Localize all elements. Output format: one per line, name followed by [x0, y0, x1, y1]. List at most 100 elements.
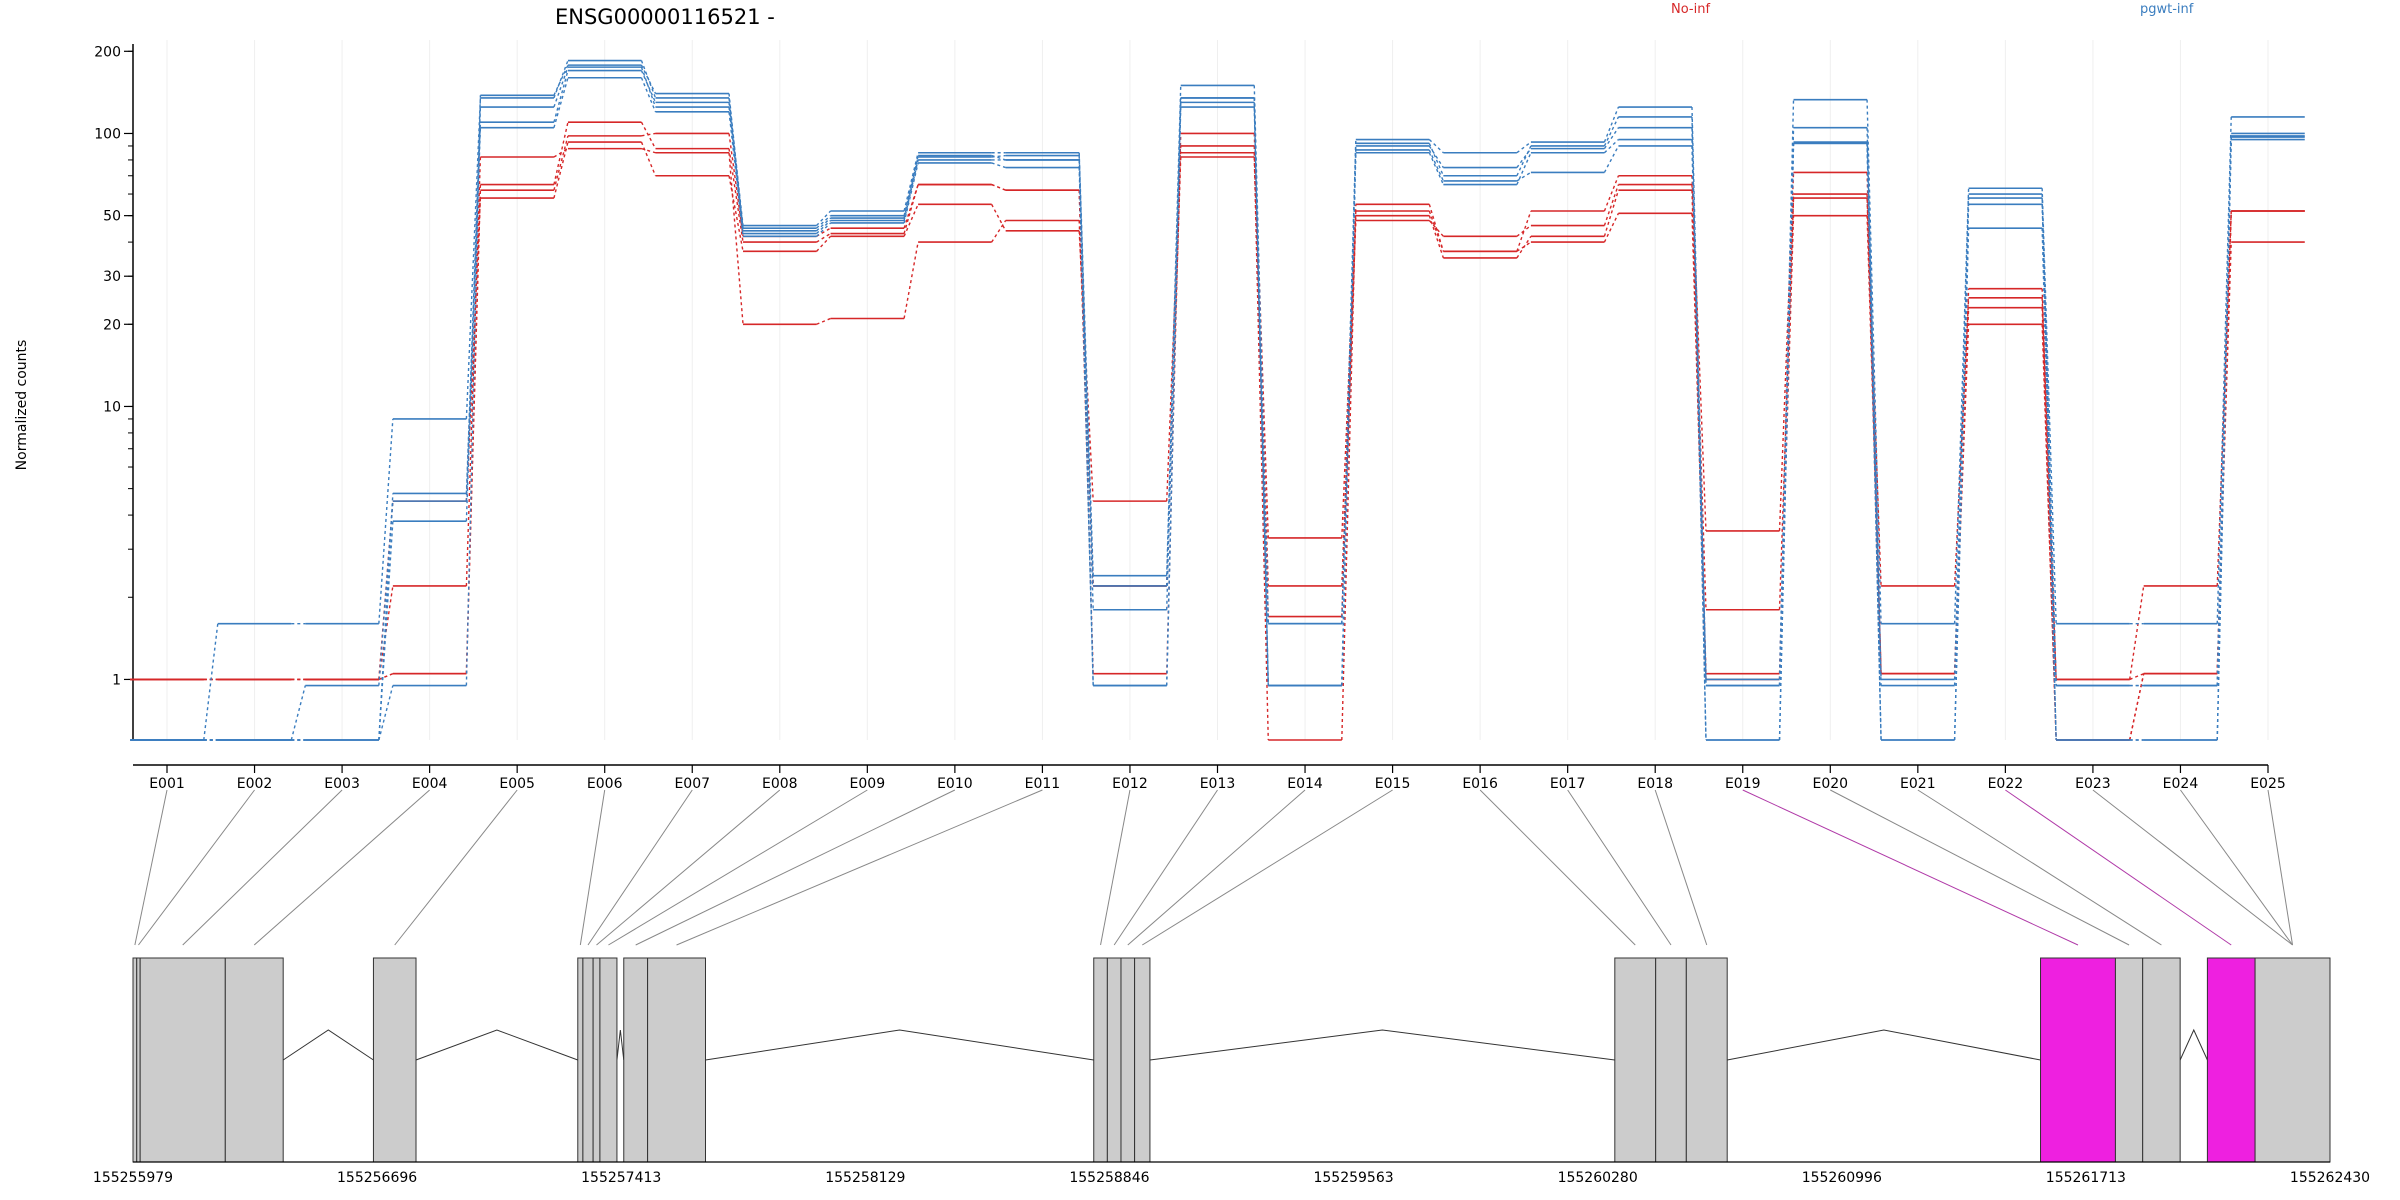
exon-connector: [676, 789, 1043, 946]
series-connector: [1253, 97, 1269, 624]
legend-no-inf: No-inf: [1671, 2, 1710, 17]
series-connector: [1516, 224, 1532, 237]
series-connector: [1428, 143, 1445, 177]
series-connector: [553, 66, 569, 108]
genomic-tick-label: 155261713: [2046, 1170, 2126, 1186]
series-connector: [553, 135, 569, 191]
exon-block: [139, 957, 226, 1163]
series-connector: [1428, 145, 1444, 168]
y-axis-label: Normalized counts: [14, 340, 30, 471]
series-connector: [816, 215, 832, 229]
genomic-tick-label: 155259563: [1313, 1170, 1393, 1186]
series-connector: [378, 521, 394, 741]
series-connector: [1428, 204, 1445, 252]
series-connector: [728, 111, 744, 237]
exon-block: [592, 957, 601, 1163]
exon-connector: [134, 789, 168, 946]
series-connector: [903, 184, 919, 234]
series-connector: [1078, 159, 1094, 586]
series-connector: [203, 623, 219, 741]
series-connector: [641, 147, 656, 154]
intron: [705, 1029, 1094, 1061]
intron: [282, 1029, 374, 1061]
exon-connector: [1654, 789, 1708, 946]
series-connector: [991, 154, 1006, 161]
gridlines: [166, 40, 2269, 740]
series-connector: [2129, 673, 2144, 681]
series-connector: [1603, 145, 1620, 173]
series-connector: [290, 685, 306, 741]
genomic-axis: 155255979 155256696 155257413 155258129 1552…: [93, 1161, 2370, 1186]
series-connector: [1516, 210, 1532, 252]
exon-connectors: [134, 789, 2294, 946]
x-tick-label: E018: [1637, 776, 1673, 792]
series-connector: [640, 60, 657, 99]
x-tick-label: E024: [2163, 776, 2199, 792]
series-pgwt-inf: [130, 64, 2305, 741]
series-connector: [903, 159, 919, 221]
series-connector: [1866, 142, 1882, 741]
x-tick-label: E019: [1725, 776, 1761, 792]
series-connector: [640, 141, 657, 177]
series-connector: [2128, 585, 2145, 680]
series-connector: [2128, 673, 2145, 741]
series-connector: [2041, 204, 2057, 686]
series-connector: [991, 204, 1007, 232]
series-connector: [2041, 228, 2057, 741]
genomic-tick-label: 155257413: [581, 1170, 661, 1186]
exon-connector: [182, 789, 343, 946]
series-connector: [1953, 188, 1970, 624]
exon-block: [1134, 957, 1151, 1163]
series-connector: [1341, 143, 1357, 624]
series-connector: [1516, 235, 1532, 259]
series-connector: [553, 70, 569, 123]
series-connector: [1603, 175, 1620, 212]
x-tick-label: E005: [499, 776, 535, 792]
y-tick-label: 20: [103, 317, 121, 333]
exon-block: [577, 957, 584, 1163]
genomic-tick-label: 155258129: [825, 1170, 905, 1186]
series-connector: [816, 210, 832, 227]
y-tick-label: 200: [94, 44, 121, 60]
exon-connector: [394, 789, 518, 946]
exon-block: [224, 957, 284, 1163]
x-tick-label: E021: [1900, 776, 1936, 792]
series-connector: [991, 220, 1007, 243]
x-tick-label: E015: [1375, 776, 1411, 792]
highlighted-exon: [2206, 957, 2256, 1163]
series-connector: [1778, 172, 1795, 531]
genomic-tick-label: 155262430: [2290, 1170, 2370, 1186]
series-connector: [1953, 194, 1970, 741]
exon-connector: [138, 789, 255, 946]
x-tick-label: E012: [1112, 776, 1148, 792]
x-tick-label: E023: [2075, 776, 2111, 792]
series-connector: [1603, 189, 1620, 237]
series-connector: [1516, 171, 1532, 182]
series-connector: [728, 93, 744, 231]
intron: [415, 1029, 578, 1061]
series-connector: [1516, 141, 1532, 154]
series-connector: [640, 66, 657, 108]
exon-connector: [1567, 789, 1672, 946]
exon-connector: [608, 789, 868, 946]
series-lines: [130, 59, 2305, 741]
y-tick-label: 100: [94, 126, 121, 142]
series-connector: [2216, 116, 2232, 624]
series-connector: [1866, 99, 1882, 624]
series-connector: [378, 493, 394, 741]
exon-connector: [579, 789, 606, 946]
y-tick-label: 1: [112, 672, 121, 688]
series-connector: [2041, 297, 2057, 680]
genomic-tick-label: 155260996: [1802, 1170, 1882, 1186]
exon-block: [1120, 957, 1136, 1163]
exon-block: [2254, 957, 2331, 1163]
series-connector: [728, 175, 744, 252]
exon-block: [2114, 957, 2144, 1163]
x-tick-label: E008: [762, 776, 798, 792]
series-connector: [728, 133, 744, 237]
exon-connector: [1113, 789, 1218, 946]
series-connector: [640, 77, 657, 113]
series-connector: [1603, 116, 1620, 147]
series-connector: [1253, 97, 1269, 686]
